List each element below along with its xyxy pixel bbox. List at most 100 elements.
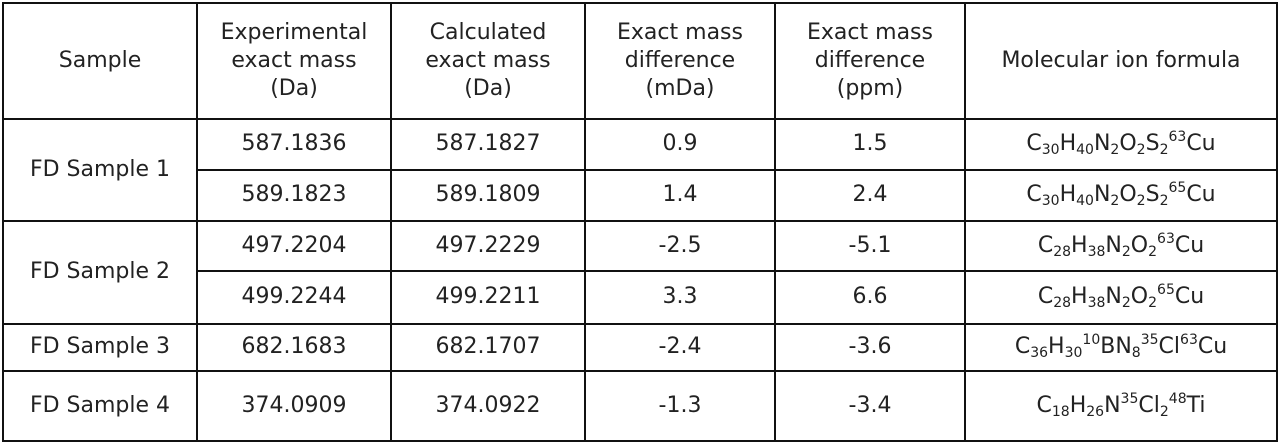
formula-sup: 63 [1157, 231, 1175, 248]
formula-element: N [1104, 393, 1121, 419]
header-experimental-line-2: exact mass [231, 48, 357, 73]
formula-sub: 2 [1148, 244, 1158, 261]
formula-element: O [1130, 284, 1149, 310]
formula-sub: 2 [1159, 404, 1169, 421]
formula-element: C [1026, 182, 1042, 208]
calculated-cell: 497.2229 [390, 220, 586, 272]
header-diff-mda-line-2: difference [624, 48, 736, 73]
formula-element: O [1119, 182, 1137, 208]
experimental-cell: 374.0909 [196, 370, 392, 442]
sample-cell: FD Sample 3 [2, 322, 198, 373]
formula-cell: C18H26N35Cl248Ti [964, 370, 1278, 442]
table-row: FD Sample 2 497.2204 497.2229 -2.5 -5.1 … [2, 220, 1278, 325]
formula-sub: 2 [1136, 142, 1146, 159]
diff-mda-cell: -1.3 [584, 370, 776, 442]
experimental-cell: 589.1823 [196, 168, 392, 223]
table-row: 499.2244 499.2211 3.3 6.6 C28H38N2O265Cu [3, 269, 1278, 325]
formula-sup: 48 [1168, 391, 1187, 408]
formula-cell: C30H40N2O2S263Cu [964, 118, 1278, 171]
diff-mda-cell: 0.9 [584, 118, 776, 171]
formula-element: C [1037, 233, 1054, 259]
formula-element: Cl [1158, 334, 1181, 360]
formula-element: C [1036, 393, 1052, 419]
formula-sub: 40 [1076, 142, 1094, 159]
calculated-cell: 589.1809 [390, 168, 586, 223]
formula-element: O [1119, 131, 1137, 157]
formula-element: N [1105, 284, 1122, 310]
formula-cell: C30H40N2O2S265Cu [964, 168, 1278, 223]
formula-element: Cu [1174, 233, 1205, 259]
formula-element: H [1071, 233, 1088, 259]
sample-cell: FD Sample 4 [2, 370, 198, 442]
formula-sub: 18 [1051, 404, 1070, 421]
formula-element: N [1093, 182, 1111, 208]
formula-cell: C36H3010BN835Cl63Cu [964, 322, 1278, 373]
formula-element: Cl [1138, 393, 1160, 419]
header-calculated-line-1: Calculated [429, 20, 547, 45]
header-experimental: Experimental exact mass (Da) [196, 2, 392, 120]
formula-sub: 30 [1041, 142, 1060, 159]
diff-mda-cell: 1.4 [584, 168, 776, 223]
diff-ppm-cell: 2.4 [774, 168, 966, 223]
header-experimental-line-3: (Da) [270, 76, 318, 101]
header-formula: Molecular ion formula [964, 2, 1278, 120]
formula-element: Ti [1186, 393, 1206, 419]
formula-sub: 2 [1148, 295, 1158, 312]
formula-sub: 40 [1076, 193, 1094, 210]
header-diff-ppm-line-2: difference [814, 48, 926, 73]
formula-sub: 30 [1041, 193, 1060, 210]
diff-mda-cell: -2.4 [584, 322, 776, 373]
formula-element: H [1059, 131, 1077, 157]
formula-sub: 2 [1121, 244, 1131, 261]
formula-element: S [1145, 131, 1160, 157]
formula-sup: 35 [1120, 391, 1139, 408]
formula-element: Cu [1197, 334, 1228, 360]
header-row: Sample Experimental exact mass (Da) Calc… [2, 2, 1278, 120]
formula-sub: 8 [1131, 345, 1141, 362]
header-diff-mda-line-3: (mDa) [645, 76, 715, 101]
header-experimental-line-1: Experimental [220, 20, 368, 45]
formula-element: C [1037, 284, 1054, 310]
formula-element: N [1093, 131, 1111, 157]
header-diff-mda-line-1: Exact mass [617, 20, 743, 45]
formula-sup: 65 [1157, 282, 1175, 299]
calculated-cell: 499.2211 [390, 269, 586, 325]
formula-sub: 2 [1121, 295, 1131, 312]
diff-mda-cell: 3.3 [584, 269, 776, 325]
formula-sub: 2 [1159, 142, 1169, 159]
diff-ppm-cell: -5.1 [774, 220, 966, 272]
header-calculated-line-3: (Da) [464, 76, 512, 101]
formula-sub: 30 [1064, 345, 1083, 362]
formula-sub: 28 [1053, 244, 1072, 261]
formula-cell: C28H38N2O265Cu [964, 269, 1278, 325]
formula-element: S [1145, 182, 1160, 208]
header-formula-line-1: Molecular ion formula [1001, 48, 1241, 73]
header-sample-line-1: Sample [58, 48, 142, 73]
table-header: Sample Experimental exact mass (Da) Calc… [2, 2, 1278, 120]
header-sample: Sample [2, 2, 198, 120]
formula-sub: 36 [1030, 345, 1049, 362]
calculated-cell: 682.1707 [390, 322, 586, 373]
table-row: FD Sample 4 374.0909 374.0922 -1.3 -3.4 … [2, 370, 1278, 442]
calculated-cell: 587.1827 [390, 118, 586, 171]
sample-cell: FD Sample 1 [2, 117, 198, 223]
calculated-cell: 374.0922 [390, 370, 586, 442]
formula-element: N [1115, 334, 1132, 360]
formula-sub: 2 [1110, 193, 1120, 210]
experimental-cell: 587.1836 [196, 118, 392, 171]
formula-sub: 38 [1087, 244, 1106, 261]
formula-sup: 63 [1180, 332, 1198, 349]
experimental-cell: 682.1683 [196, 322, 392, 373]
header-diff-ppm: Exact mass difference (ppm) [774, 2, 966, 120]
formula-element: H [1048, 334, 1065, 360]
formula-element: Cu [1186, 131, 1216, 157]
diff-mda-cell: -2.5 [584, 220, 776, 272]
formula-element: Cu [1174, 284, 1205, 310]
experimental-cell: 497.2204 [196, 220, 392, 272]
formula-sub: 26 [1086, 404, 1105, 421]
formula-element: B [1100, 334, 1116, 360]
header-calculated-line-2: exact mass [425, 48, 551, 73]
formula-sub: 2 [1159, 193, 1169, 210]
formula-sub: 2 [1110, 142, 1120, 159]
